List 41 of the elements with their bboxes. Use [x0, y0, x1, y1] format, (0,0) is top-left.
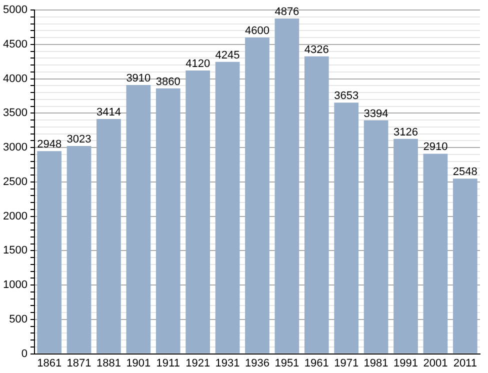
data-label: 3414 [96, 106, 121, 119]
x-tick-label: 1901 [126, 357, 151, 370]
y-tick-label: 1500 [2, 244, 28, 257]
data-label: 3126 [394, 126, 418, 138]
data-label: 4326 [304, 44, 329, 56]
x-tick-label: 1951 [274, 357, 300, 370]
x-tick-label: 1961 [304, 357, 329, 370]
y-tick-label: 5000 [2, 4, 28, 16]
x-tick-label: 1861 [37, 357, 62, 370]
y-tick-label: 0 [21, 348, 28, 360]
x-tick-label: 1871 [66, 357, 92, 370]
x-tick-label: 2011 [453, 357, 477, 370]
data-label: 4876 [274, 6, 300, 18]
x-tick-label: 2001 [423, 357, 448, 370]
y-tick-label: 500 [9, 313, 28, 326]
data-label: 4600 [244, 25, 270, 38]
data-label: 3394 [364, 108, 388, 120]
x-tick-label: 1931 [215, 357, 240, 370]
data-label: 3860 [156, 76, 180, 88]
y-tick-label: 2500 [2, 176, 28, 188]
data-label: 4245 [215, 49, 240, 62]
data-label: 3910 [126, 72, 151, 84]
x-tick-label: 1911 [156, 357, 180, 370]
y-tick-label: 1000 [2, 279, 28, 292]
y-tick-label: 3000 [2, 142, 28, 154]
data-label: 2948 [37, 138, 62, 151]
x-tick-label: 1991 [394, 357, 418, 370]
x-tick-label: 1981 [364, 357, 388, 370]
x-tick-label: 1881 [96, 357, 121, 370]
data-label: 3653 [334, 90, 359, 102]
y-tick-label: 2000 [2, 210, 28, 222]
x-tick-label: 1936 [244, 357, 270, 370]
data-label: 4120 [186, 58, 210, 70]
y-tick-label: 4000 [2, 72, 28, 85]
y-tick-label: 3500 [2, 107, 28, 120]
x-tick-label: 1921 [186, 357, 210, 370]
data-label: 2548 [452, 166, 478, 178]
x-tick-label: 1971 [334, 357, 359, 370]
y-tick-label: 4500 [2, 38, 28, 50]
data-label: 3023 [66, 133, 92, 146]
data-label: 2910 [423, 141, 448, 154]
